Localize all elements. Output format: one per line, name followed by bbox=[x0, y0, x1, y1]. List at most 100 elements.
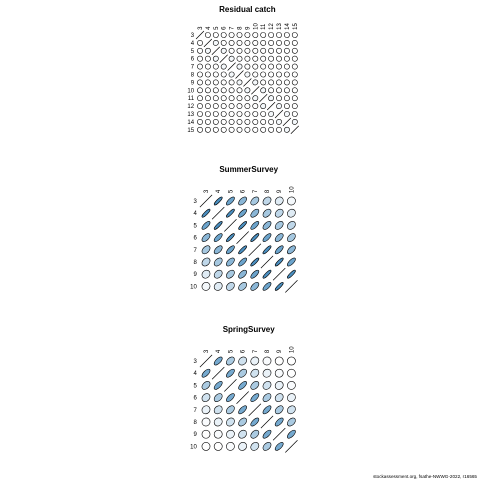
correlation-ellipse bbox=[201, 282, 211, 291]
correlation-ellipse bbox=[283, 126, 290, 133]
correlation-ellipse bbox=[201, 245, 211, 255]
correlation-ellipse bbox=[201, 269, 211, 279]
correlation-ellipse bbox=[250, 368, 260, 378]
correlation-ellipse bbox=[212, 71, 219, 78]
correlation-ellipse bbox=[236, 111, 243, 117]
corr-panel-1: SummerSurvey 3 3 4 4 5 5 6 6 7 7 8 8 9 9 10 10 bbox=[190, 165, 298, 293]
correlation-ellipse bbox=[287, 208, 296, 218]
correlation-ellipse bbox=[213, 269, 223, 279]
correlation-ellipse bbox=[283, 32, 290, 38]
correlation-ellipse bbox=[268, 79, 275, 86]
correlation-ellipse bbox=[204, 87, 211, 94]
correlation-ellipse bbox=[228, 32, 235, 38]
correlation-ellipse bbox=[236, 95, 243, 102]
correlation-ellipse bbox=[287, 245, 296, 255]
correlation-ellipse bbox=[204, 63, 211, 70]
column-tick-label: 6 bbox=[222, 26, 228, 30]
correlation-ellipse bbox=[276, 103, 282, 110]
correlation-ellipse bbox=[244, 126, 251, 133]
correlation-ellipse bbox=[262, 221, 272, 230]
correlation-ellipse bbox=[250, 282, 260, 291]
correlation-ellipse bbox=[201, 381, 211, 390]
correlation-ellipse bbox=[260, 87, 267, 94]
correlation-ellipse bbox=[236, 47, 243, 54]
correlation-ellipse bbox=[226, 245, 235, 255]
correlation-ellipse bbox=[204, 95, 211, 102]
correlation-ellipse bbox=[226, 393, 235, 402]
correlation-ellipse bbox=[238, 196, 247, 206]
correlation-ellipse bbox=[228, 55, 235, 62]
diagonal-line bbox=[266, 101, 276, 111]
correlation-ellipse bbox=[236, 63, 243, 70]
column-tick-label: 10 bbox=[289, 346, 295, 353]
correlation-ellipse bbox=[236, 118, 243, 125]
correlation-ellipse bbox=[260, 47, 267, 54]
correlation-ellipse bbox=[228, 79, 235, 86]
correlation-ellipse bbox=[238, 417, 247, 427]
correlation-ellipse bbox=[220, 87, 227, 94]
correlation-ellipse bbox=[244, 87, 251, 94]
correlation-ellipse bbox=[244, 55, 251, 62]
correlation-ellipse bbox=[238, 429, 247, 439]
correlation-ellipse bbox=[244, 63, 251, 70]
correlation-ellipse bbox=[262, 393, 272, 402]
correlation-ellipse bbox=[262, 196, 272, 206]
correlation-ellipse bbox=[212, 118, 219, 125]
correlation-ellipse bbox=[201, 429, 211, 439]
correlation-ellipse bbox=[274, 442, 284, 451]
correlation-ellipse bbox=[201, 208, 211, 218]
correlation-ellipse bbox=[291, 95, 298, 102]
correlation-ellipse bbox=[238, 221, 247, 230]
column-tick-label: 10 bbox=[289, 186, 295, 193]
correlation-ellipse bbox=[226, 233, 235, 242]
diagonal-line bbox=[235, 70, 244, 79]
row-tick-label: 6 bbox=[194, 396, 198, 402]
correlation-ellipse bbox=[250, 233, 260, 242]
correlation-ellipse bbox=[236, 87, 243, 94]
correlation-ellipse bbox=[276, 39, 282, 46]
correlation-ellipse bbox=[238, 269, 247, 279]
correlation-ellipse bbox=[262, 381, 272, 390]
column-tick-label: 3 bbox=[204, 349, 210, 353]
correlation-ellipse bbox=[274, 221, 284, 230]
correlation-ellipse bbox=[260, 118, 267, 125]
row-tick-label: 7 bbox=[194, 408, 198, 414]
correlation-ellipse bbox=[228, 126, 235, 133]
column-tick-label: 6 bbox=[241, 189, 247, 193]
correlation-ellipse bbox=[212, 55, 219, 62]
correlation-ellipse bbox=[291, 79, 298, 86]
correlation-ellipse bbox=[287, 257, 296, 267]
correlation-ellipse bbox=[274, 196, 284, 206]
diagonal-line bbox=[224, 219, 237, 232]
correlation-ellipse bbox=[226, 405, 235, 415]
correlation-ellipse bbox=[262, 233, 272, 242]
correlation-ellipse bbox=[212, 32, 219, 38]
correlation-ellipse bbox=[212, 103, 219, 110]
correlation-ellipse bbox=[213, 405, 223, 415]
correlation-ellipse bbox=[213, 196, 223, 206]
correlation-ellipse bbox=[291, 39, 298, 46]
correlation-ellipse bbox=[260, 39, 267, 46]
correlation-ellipse bbox=[204, 32, 211, 38]
correlation-ellipse bbox=[276, 87, 282, 94]
correlation-ellipse bbox=[252, 118, 259, 125]
correlation-ellipse bbox=[262, 282, 272, 291]
diagonal-line bbox=[199, 354, 213, 368]
correlation-ellipse bbox=[212, 111, 219, 117]
column-tick-label: 15 bbox=[293, 23, 299, 30]
row-tick-label: 13 bbox=[187, 112, 194, 118]
column-tick-label: 3 bbox=[204, 189, 210, 193]
correlation-ellipse bbox=[197, 103, 203, 110]
correlation-ellipse bbox=[220, 39, 227, 46]
correlation-ellipse bbox=[274, 405, 284, 415]
diagonal-line bbox=[203, 38, 213, 48]
correlation-ellipse bbox=[212, 87, 219, 94]
correlation-ellipse bbox=[252, 39, 259, 46]
correlation-ellipse bbox=[287, 381, 296, 390]
row-tick-label: 8 bbox=[194, 420, 198, 426]
diagonal-line bbox=[227, 62, 236, 71]
correlation-ellipse bbox=[283, 39, 290, 46]
correlation-ellipse bbox=[228, 87, 235, 94]
row-tick-label: 3 bbox=[194, 359, 198, 365]
correlation-ellipse bbox=[220, 79, 227, 86]
